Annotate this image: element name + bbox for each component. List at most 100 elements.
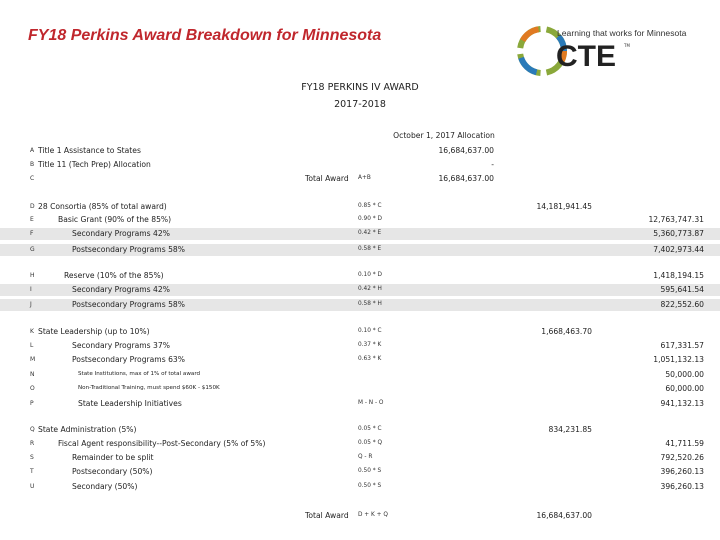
row-letter: B [30, 161, 35, 168]
row-label: State Leadership (up to 10%) [38, 327, 150, 336]
row-label: Secondary Programs 42% [72, 285, 170, 294]
table-row: F Secondary Programs 42% 0.42 * E 5,360,773… [0, 228, 720, 240]
row-value-detail: 1,051,132.13 [653, 355, 704, 364]
row-label: Basic Grant (90% of the 85%) [58, 215, 172, 224]
row-label: State Leadership Initiatives [78, 399, 182, 408]
row-label: Title 1 Assistance to States [38, 146, 141, 155]
row-label: Secondary Programs 37% [72, 341, 170, 350]
table-row: C Total Award A+B 16,684,637.00 [0, 173, 720, 186]
row-label: Postsecondary Programs 58% [72, 300, 185, 309]
row-value-allocation: 16,684,637.00 [438, 146, 494, 155]
row-formula: 0.10 * C [358, 328, 382, 334]
row-value-detail: 5,360,773.87 [653, 229, 704, 238]
row-formula: 0.58 * E [358, 246, 382, 252]
table-row: T Postsecondary (50%) 0.50 * S 396,260.13 [0, 466, 720, 479]
table-row: G Postsecondary Programs 58% 0.58 * E 7,402… [0, 244, 720, 256]
row-letter: N [30, 371, 35, 378]
row-value-detail: 1,418,194.15 [653, 271, 704, 280]
row-value-detail: 595,641.54 [660, 285, 704, 294]
row-label: Non-Traditional Training, must spend $60… [78, 385, 220, 391]
row-letter: U [30, 483, 35, 490]
row-letter: K [30, 328, 34, 335]
table-row: L Secondary Programs 37% 0.37 * K 617,331.5… [0, 340, 720, 353]
row-letter: H [30, 272, 35, 279]
table-row: U Secondary (50%) 0.50 * S 396,260.13 [0, 481, 720, 494]
row-formula: 0.42 * E [358, 230, 382, 236]
row-value-detail: 792,520.26 [660, 453, 704, 462]
row-total-label: Total Award [305, 511, 349, 520]
row-value-detail: 41,711.59 [665, 439, 704, 448]
row-formula: A+B [358, 175, 371, 181]
cte-logo-icon [517, 26, 567, 76]
row-value-consortia: 1,668,463.70 [541, 327, 592, 336]
table-row: Q State Administration (5%) 0.05 * C 834,23… [0, 424, 720, 437]
row-label: Secondary Programs 42% [72, 229, 170, 238]
row-letter: A [30, 147, 35, 154]
row-label: Postsecondary (50%) [72, 467, 153, 476]
row-formula: 0.05 * C [358, 426, 382, 432]
row-value-detail: 396,260.13 [660, 467, 704, 476]
row-letter: G [30, 246, 35, 253]
row-formula: M - N - O [358, 400, 384, 406]
logo-tagline: Learning that works for Minnesota [557, 28, 687, 38]
row-value-detail: 7,402,973.44 [653, 245, 704, 254]
table-row: I Secondary Programs 42% 0.42 * H 595,641.5… [0, 284, 720, 296]
row-label: Title 11 (Tech Prep) Allocation [38, 160, 151, 169]
row-formula: 0.05 * Q [358, 440, 383, 446]
table-row: P State Leadership Initiatives M - N - O 94… [0, 398, 720, 411]
row-formula: 0.50 * S [358, 468, 382, 474]
row-letter: T [30, 468, 34, 475]
logo-wordmark: CTE [556, 40, 616, 73]
row-label: Reserve (10% of the 85%) [64, 271, 164, 280]
table-row: A Title 1 Assistance to States 16,684,637.… [0, 145, 720, 158]
row-letter: E [30, 216, 34, 223]
row-value-detail: 60,000.00 [665, 384, 704, 393]
row-value-consortia: 16,684,637.00 [536, 511, 592, 520]
row-label: Postsecondary Programs 63% [72, 355, 185, 364]
row-value-detail: 396,260.13 [660, 482, 704, 491]
table-row: N State Institutions, max of 1% of total … [0, 369, 720, 382]
row-formula: Q - R [358, 454, 373, 460]
row-value-detail: 12,763,747.31 [648, 215, 704, 224]
row-label: Postsecondary Programs 58% [72, 245, 185, 254]
row-value-detail: 50,000.00 [665, 370, 704, 379]
row-letter: C [30, 175, 35, 182]
award-year: 2017-2018 [334, 99, 386, 110]
row-formula: 0.50 * S [358, 483, 382, 489]
award-heading: FY18 PERKINS IV AWARD [301, 82, 419, 93]
row-label: Secondary (50%) [72, 482, 138, 491]
row-label: Fiscal Agent responsibility--Post-Second… [58, 439, 266, 448]
table-row: B Title 11 (Tech Prep) Allocation - [0, 159, 720, 172]
row-label: 28 Consortia (85% of total award) [38, 202, 167, 211]
row-formula: 0.42 * H [358, 286, 382, 292]
table-row: O Non-Traditional Training, must spend $6… [0, 383, 720, 396]
row-label: State Institutions, max of 1% of total a… [78, 371, 201, 377]
table-row: Total Award D + K + Q 16,684,637.00 [0, 510, 720, 523]
allocation-header: October 1, 2017 Allocation [393, 131, 495, 140]
row-value-allocation: - [491, 160, 494, 169]
row-letter: M [30, 356, 36, 363]
table-row: D 28 Consortia (85% of total award) 0.85 *… [0, 201, 720, 214]
table-row: E Basic Grant (90% of the 85%) 0.90 * D 12,… [0, 214, 720, 227]
row-label: State Administration (5%) [38, 425, 137, 434]
row-formula: D + K + Q [358, 512, 388, 518]
table-row: M Postsecondary Programs 63% 0.63 * K 1,051… [0, 354, 720, 367]
row-formula: 0.10 * D [358, 272, 382, 278]
row-letter: I [30, 286, 32, 293]
logo-tm: TM [624, 43, 630, 48]
table-row: H Reserve (10% of the 85%) 0.10 * D 1,418,1… [0, 270, 720, 283]
row-formula: 0.37 * K [358, 342, 382, 348]
row-value-detail: 822,552.60 [660, 300, 704, 309]
page-title: FY18 Perkins Award Breakdown for Minneso… [28, 27, 382, 44]
row-label: Remainder to be split [72, 453, 154, 462]
row-value-detail: 617,331.57 [660, 341, 704, 350]
row-letter: Q [30, 426, 35, 433]
table-row: R Fiscal Agent responsibility--Post-Secon… [0, 438, 720, 451]
row-letter: F [30, 230, 34, 237]
table-row: S Remainder to be split Q - R 792,520.26 [0, 452, 720, 465]
row-formula: 0.63 * K [358, 356, 382, 362]
row-formula: 0.90 * D [358, 216, 382, 222]
row-letter: J [30, 301, 32, 308]
row-letter: R [30, 440, 35, 447]
row-formula: 0.58 * H [358, 301, 382, 307]
